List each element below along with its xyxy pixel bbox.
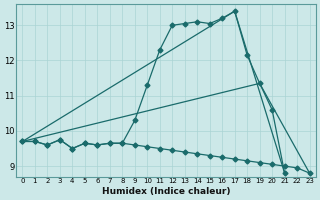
X-axis label: Humidex (Indice chaleur): Humidex (Indice chaleur) [102,187,230,196]
